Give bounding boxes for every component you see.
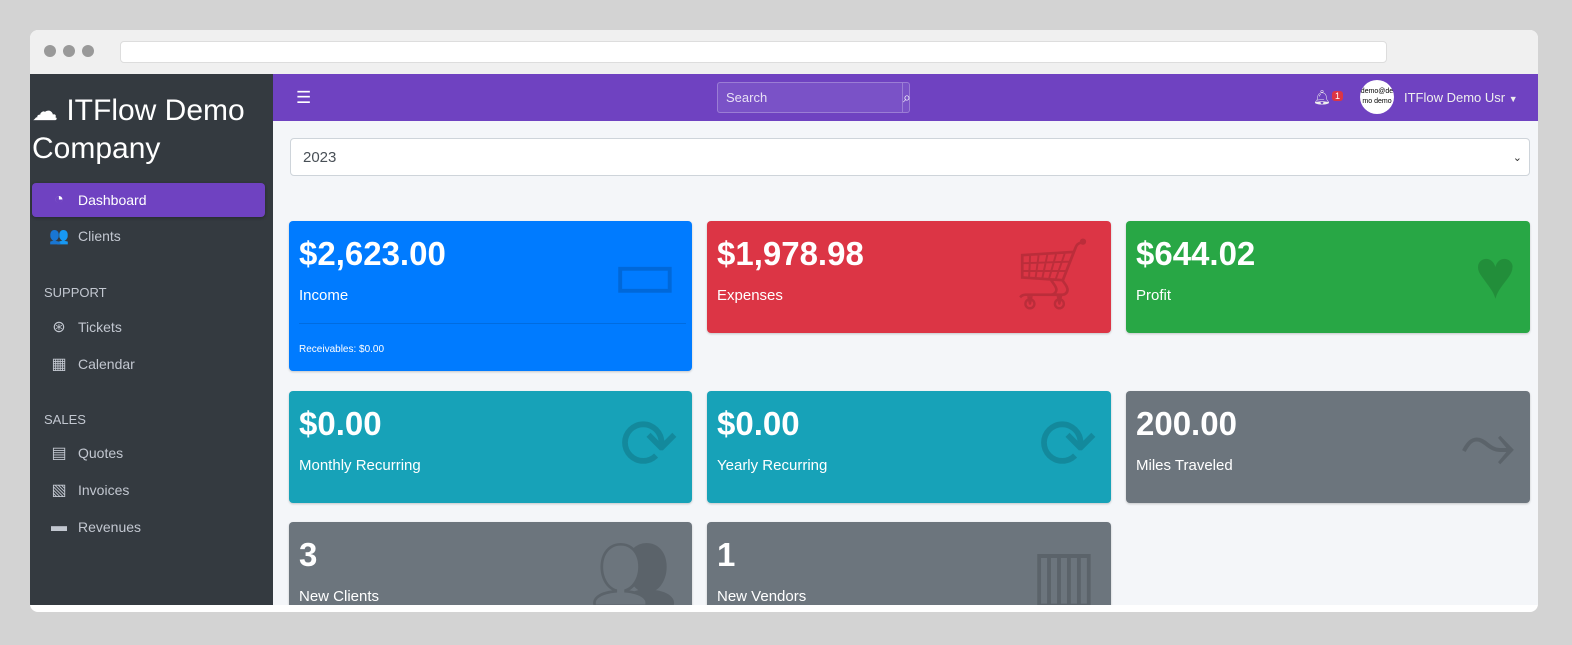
sidebar-item-label: Clients: [78, 228, 121, 244]
building-icon: ▥: [1030, 536, 1097, 605]
stat-value: 1: [717, 536, 736, 573]
brand-link[interactable]: ☁ ITFlow Demo Company: [32, 92, 272, 168]
user-name: ITFlow Demo Usr: [1404, 90, 1506, 105]
search-icon: ⌕: [903, 89, 911, 105]
sidebar-item-revenues[interactable]: ▬ Revenues: [32, 510, 265, 544]
nav-header-sales: SALES: [44, 412, 86, 427]
stat-card-expenses: $1,978.98 Expenses 🛒︎: [707, 221, 1111, 333]
stat-label: Monthly Recurring: [299, 457, 421, 474]
stat-value: $0.00: [717, 405, 800, 442]
credit-card-icon: ▬: [51, 518, 67, 535]
chevron-down-icon: ⌄: [1512, 152, 1522, 164]
stat-label: Miles Traveled: [1136, 457, 1233, 474]
user-menu[interactable]: ITFlow Demo Usr ▼: [1404, 90, 1518, 105]
brand-name: ITFlow Demo Company: [32, 94, 245, 165]
stat-value: $2,623.00: [299, 235, 446, 272]
notification-badge: 1: [1332, 91, 1344, 101]
calendar-icon: ▦: [51, 356, 67, 373]
address-bar[interactable]: [120, 41, 1387, 63]
stat-label: New Vendors: [717, 588, 807, 605]
sync-icon: ⟳: [1038, 405, 1097, 483]
search-button[interactable]: ⌕: [902, 83, 911, 112]
file-icon: ▤: [51, 445, 67, 462]
stat-card-income: $2,623.00 Income ▭ Receivables: $0.00: [289, 221, 692, 371]
sidebar-item-label: Calendar: [78, 356, 135, 372]
window-minimize-dot[interactable]: [63, 45, 75, 57]
life-ring-icon: ⊛: [52, 319, 66, 336]
users-icon: 👥︎: [589, 536, 678, 605]
stat-label: Profit: [1136, 287, 1172, 304]
window-close-dot[interactable]: [44, 45, 56, 57]
stat-label: New Clients: [299, 588, 380, 605]
main-content: 2023 ⌄ $2,623.00 Income ▭ Receivables: $0…: [273, 121, 1538, 605]
heart-icon: ♥: [1474, 235, 1516, 313]
stat-card-monthly-recurring: $0.00 Monthly Recurring ⟳: [289, 391, 692, 503]
sidebar-item-label: Dashboard: [78, 192, 147, 208]
sidebar-item-label: Revenues: [78, 519, 142, 535]
top-navbar: ☰ ⌕ 🔔︎ 1 demo@demo demo ITFlow Demo Usr …: [273, 74, 1538, 121]
stat-card-profit: $644.02 Profit ♥: [1126, 221, 1530, 333]
sidebar-item-clients[interactable]: 👥 Clients: [32, 219, 265, 253]
sidebar-item-quotes[interactable]: ▤ Quotes: [32, 436, 265, 470]
stat-label: Expenses: [717, 287, 783, 304]
stat-value: $1,978.98: [717, 235, 864, 272]
invoice-icon: ▧: [51, 482, 67, 499]
stat-card-miles-traveled: 200.00 Miles Traveled ⤳: [1126, 391, 1530, 503]
stat-card-new-clients: 3 New Clients 👥︎: [289, 522, 692, 605]
stat-label: Income: [299, 287, 349, 304]
stat-footer: Receivables: $0.00: [299, 323, 686, 355]
sidebar-item-dashboard[interactable]: ◔ Dashboard: [32, 183, 265, 217]
sidebar-item-label: Invoices: [78, 482, 130, 498]
caret-down-icon: ▼: [1508, 94, 1518, 104]
avatar[interactable]: demo@demo demo: [1360, 80, 1394, 114]
sidebar: ☁ ITFlow Demo Company ◔ Dashboard 👥 Client…: [30, 74, 273, 605]
sidebar-item-tickets[interactable]: ⊛ Tickets: [32, 310, 265, 344]
stat-card-yearly-recurring: $0.00 Yearly Recurring ⟳: [707, 391, 1111, 503]
sidebar-item-calendar[interactable]: ▦ Calendar: [32, 347, 265, 381]
stat-value: 200.00: [1136, 405, 1237, 442]
search-form: ⌕: [717, 82, 911, 113]
sync-icon: ⟳: [619, 405, 678, 483]
stat-value: $644.02: [1136, 235, 1256, 272]
stat-value: $0.00: [299, 405, 382, 442]
menu-toggle-icon[interactable]: ☰: [296, 88, 312, 107]
stat-value: 3: [299, 536, 318, 573]
window-maximize-dot[interactable]: [82, 45, 94, 57]
tachometer-icon: ◔: [54, 191, 64, 208]
search-input[interactable]: [718, 83, 902, 112]
year-select[interactable]: 2023: [290, 138, 1530, 176]
users-icon: 👥: [49, 228, 69, 245]
stat-card-new-vendors: 1 New Vendors ▥: [707, 522, 1111, 605]
browser-titlebar: [30, 30, 1538, 74]
cloud-icon: ☁: [32, 96, 58, 126]
sidebar-item-invoices[interactable]: ▧ Invoices: [32, 473, 265, 507]
stat-label: Yearly Recurring: [717, 457, 828, 474]
credit-card-icon: ▭: [611, 235, 678, 313]
sidebar-item-label: Quotes: [78, 445, 124, 461]
route-icon: ⤳: [1460, 405, 1516, 483]
sidebar-item-label: Tickets: [78, 319, 122, 335]
nav-header-support: SUPPORT: [44, 285, 107, 300]
browser-window: ☁ ITFlow Demo Company ◔ Dashboard 👥 Client…: [30, 30, 1538, 612]
cart-icon: 🛒︎: [1008, 235, 1097, 313]
bell-icon[interactable]: 🔔︎: [1313, 89, 1331, 105]
